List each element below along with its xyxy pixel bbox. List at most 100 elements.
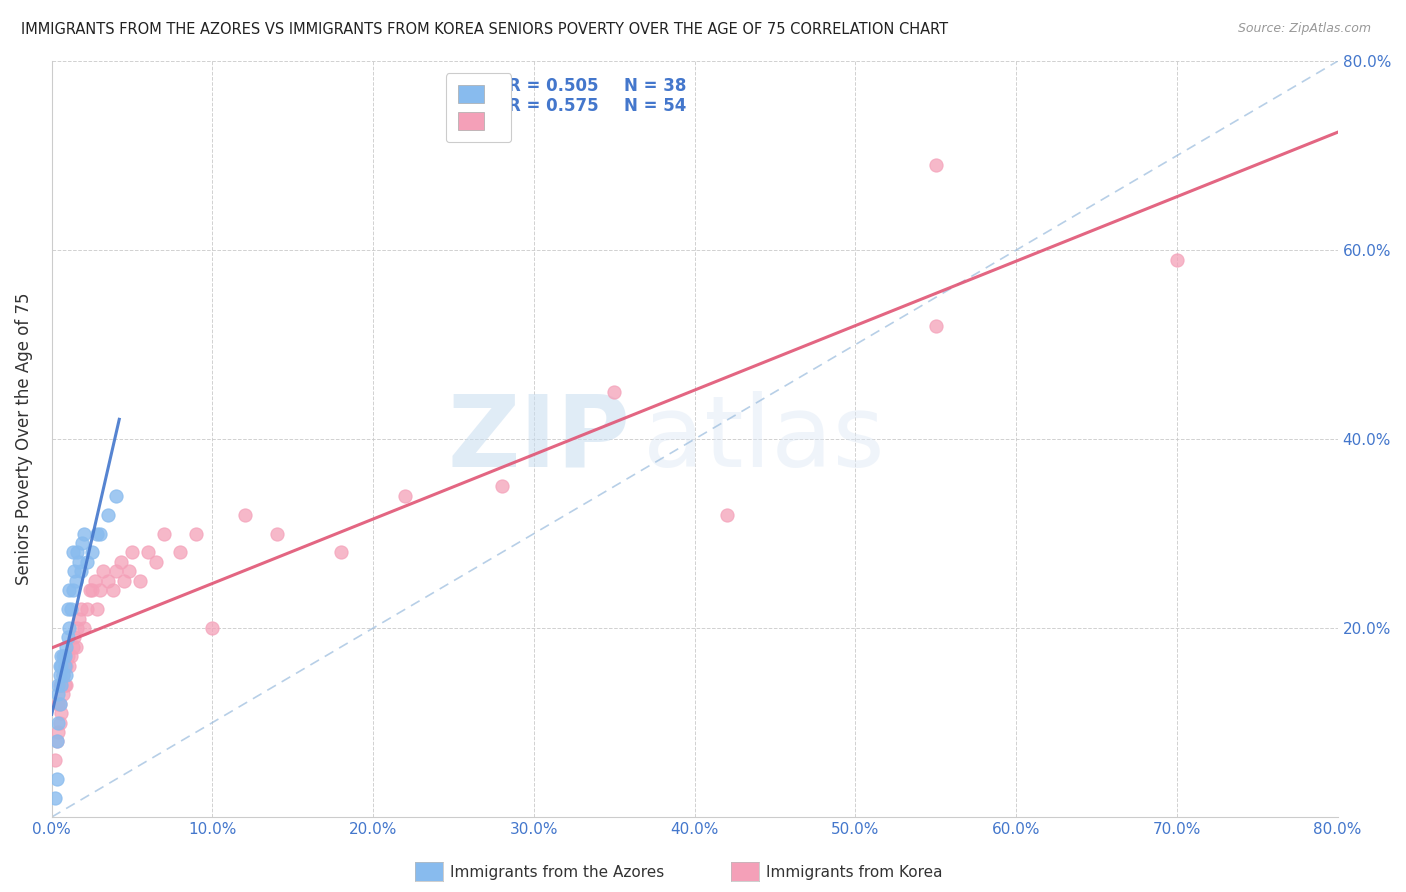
Point bbox=[45, 772, 67, 787]
Point bbox=[49, 678, 72, 692]
Point bbox=[53, 658, 76, 673]
Point bbox=[394, 489, 416, 503]
Point bbox=[63, 631, 86, 645]
Point bbox=[716, 508, 738, 522]
Point bbox=[101, 583, 124, 598]
Y-axis label: Seniors Poverty Over the Age of 75: Seniors Poverty Over the Age of 75 bbox=[15, 293, 32, 585]
Point bbox=[52, 687, 75, 701]
Point bbox=[53, 649, 76, 664]
Point bbox=[51, 658, 73, 673]
Point bbox=[52, 649, 75, 664]
Point bbox=[55, 678, 77, 692]
Point bbox=[491, 479, 513, 493]
Point bbox=[63, 565, 86, 579]
Point bbox=[49, 697, 72, 711]
Point bbox=[112, 574, 135, 588]
Point bbox=[89, 583, 111, 598]
Point bbox=[136, 545, 159, 559]
Text: atlas: atlas bbox=[644, 391, 884, 488]
Point bbox=[44, 753, 66, 767]
Point bbox=[73, 621, 96, 635]
Text: N = 38: N = 38 bbox=[624, 77, 686, 95]
Point bbox=[97, 508, 120, 522]
Point bbox=[55, 640, 77, 654]
Text: Immigrants from the Azores: Immigrants from the Azores bbox=[450, 865, 664, 880]
Point bbox=[76, 555, 98, 569]
Point bbox=[73, 526, 96, 541]
Point bbox=[118, 565, 141, 579]
Point bbox=[145, 555, 167, 569]
Point bbox=[45, 734, 67, 748]
Point bbox=[80, 583, 103, 598]
Point bbox=[72, 536, 94, 550]
Point bbox=[46, 687, 69, 701]
Point bbox=[66, 621, 89, 635]
Point bbox=[52, 668, 75, 682]
Point bbox=[46, 715, 69, 730]
Point bbox=[58, 658, 80, 673]
Point bbox=[58, 583, 80, 598]
Text: ZIP: ZIP bbox=[447, 391, 630, 488]
Point bbox=[67, 555, 90, 569]
Point bbox=[69, 602, 91, 616]
Text: Immigrants from Korea: Immigrants from Korea bbox=[766, 865, 943, 880]
Point bbox=[65, 574, 87, 588]
Point bbox=[76, 602, 98, 616]
Point bbox=[49, 715, 72, 730]
Point bbox=[53, 678, 76, 692]
Point bbox=[603, 384, 626, 399]
Point bbox=[89, 526, 111, 541]
Point bbox=[925, 158, 948, 172]
Text: Source: ZipAtlas.com: Source: ZipAtlas.com bbox=[1237, 22, 1371, 36]
Point bbox=[60, 602, 83, 616]
Point bbox=[66, 545, 89, 559]
Point bbox=[44, 791, 66, 805]
Point bbox=[201, 621, 224, 635]
Point bbox=[49, 668, 72, 682]
Point bbox=[186, 526, 208, 541]
Point bbox=[46, 697, 69, 711]
Point bbox=[62, 583, 84, 598]
Text: IMMIGRANTS FROM THE AZORES VS IMMIGRANTS FROM KOREA SENIORS POVERTY OVER THE AGE: IMMIGRANTS FROM THE AZORES VS IMMIGRANTS… bbox=[21, 22, 948, 37]
Point bbox=[67, 611, 90, 625]
Point bbox=[60, 649, 83, 664]
Legend:  ,  : , bbox=[446, 73, 512, 142]
Point bbox=[56, 602, 79, 616]
Point bbox=[52, 668, 75, 682]
Point bbox=[45, 734, 67, 748]
Point bbox=[58, 621, 80, 635]
Point bbox=[233, 508, 256, 522]
Point bbox=[1166, 252, 1188, 267]
Point bbox=[46, 725, 69, 739]
Point bbox=[84, 574, 107, 588]
Point bbox=[121, 545, 143, 559]
Point bbox=[169, 545, 191, 559]
Point bbox=[51, 678, 73, 692]
Point bbox=[51, 649, 73, 664]
Point bbox=[56, 631, 79, 645]
Point bbox=[97, 574, 120, 588]
Point bbox=[129, 574, 152, 588]
Point bbox=[105, 489, 128, 503]
Point bbox=[55, 658, 77, 673]
Text: R = 0.575: R = 0.575 bbox=[508, 97, 599, 115]
Point bbox=[49, 658, 72, 673]
Point bbox=[69, 565, 91, 579]
Point bbox=[105, 565, 128, 579]
Point bbox=[266, 526, 288, 541]
Point bbox=[153, 526, 176, 541]
Point bbox=[51, 678, 73, 692]
Point bbox=[62, 640, 84, 654]
Point bbox=[56, 649, 79, 664]
Text: R = 0.505: R = 0.505 bbox=[508, 77, 599, 95]
Point bbox=[86, 526, 108, 541]
Point bbox=[80, 545, 103, 559]
Point bbox=[110, 555, 132, 569]
Point bbox=[86, 602, 108, 616]
Text: N = 54: N = 54 bbox=[624, 97, 686, 115]
Point bbox=[46, 678, 69, 692]
Point bbox=[51, 706, 73, 720]
Point bbox=[55, 668, 77, 682]
Point bbox=[79, 583, 101, 598]
Point bbox=[925, 318, 948, 333]
